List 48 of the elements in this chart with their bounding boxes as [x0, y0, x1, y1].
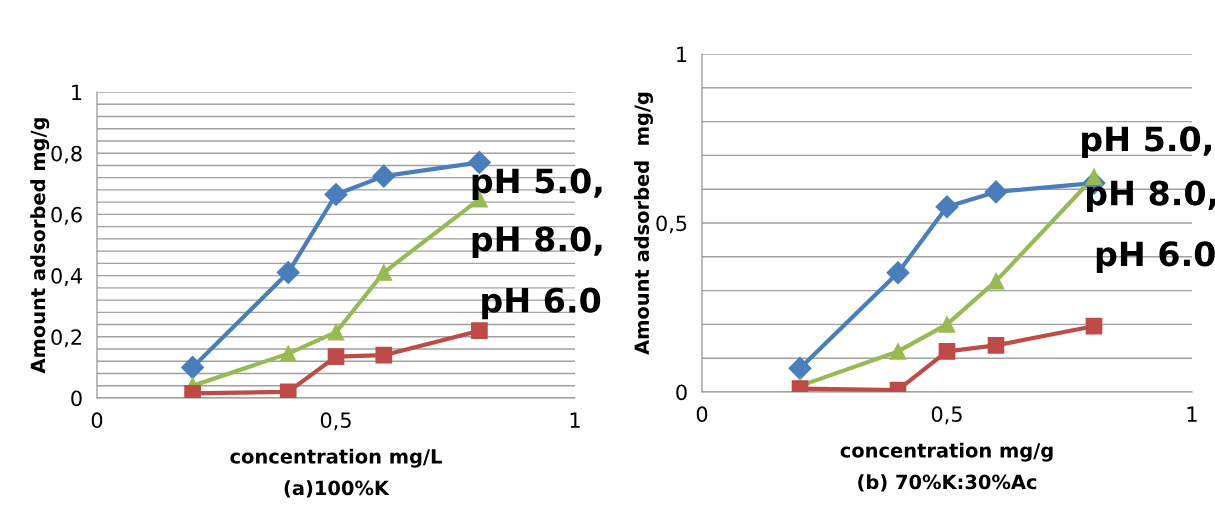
y-axis-title: Amount adsorbed mg/g — [634, 92, 653, 355]
text: (a)100%K — [284, 480, 390, 498]
point — [889, 343, 907, 360]
series-label: pH 5.0, — [472, 168, 602, 200]
series-label: pH 6.0 — [1096, 241, 1215, 273]
y-tick-label: 1 — [677, 46, 687, 62]
series-label: pH 5.0, — [1082, 126, 1211, 159]
series-label: pH 8.0, — [1087, 180, 1215, 213]
x-tick-label: 0,5 — [931, 406, 962, 425]
point — [327, 323, 345, 341]
point — [375, 346, 393, 364]
point — [372, 164, 396, 188]
point — [279, 383, 297, 398]
point — [886, 261, 910, 285]
y-tick-label: 0 — [71, 390, 82, 407]
point — [279, 345, 297, 362]
y-tick-label: 0,2 — [51, 329, 82, 348]
point — [984, 180, 1008, 204]
y-axis-title: Amount adsorbed mg/g — [30, 118, 50, 374]
point — [375, 264, 393, 281]
x-tick-label: 0,5 — [320, 412, 351, 431]
y-tick-label: 0,6 — [51, 206, 82, 225]
point — [327, 348, 345, 366]
x-axis-title: concentration mg/g — [840, 442, 1053, 462]
point — [276, 261, 300, 285]
point — [1085, 317, 1103, 335]
point — [788, 356, 812, 380]
y-tick-label: 0,8 — [51, 145, 82, 164]
point — [471, 322, 488, 340]
y-tick-label: 1 — [72, 84, 82, 100]
y-tick-label: 0,4 — [51, 268, 82, 286]
series-label: pH 8.0, — [472, 226, 602, 259]
x-tick-label: 0 — [91, 412, 103, 429]
point — [935, 195, 959, 219]
point — [181, 355, 205, 379]
text: (b) 70%K:30%Ac — [858, 474, 1037, 492]
point — [938, 343, 956, 360]
x-tick-label: 1 — [570, 412, 580, 428]
series-label: pH 6.0 — [482, 287, 601, 320]
y-tick-label: 0,5 — [656, 215, 687, 234]
x-axis-title: concentration mg/L — [230, 448, 442, 468]
point — [987, 337, 1005, 354]
point — [938, 316, 956, 333]
point — [324, 183, 348, 207]
x-tick-label: 0 — [696, 406, 708, 423]
point — [987, 272, 1005, 290]
x-tick-label: 1 — [1187, 406, 1197, 422]
y-tick-label: 0 — [676, 384, 687, 401]
